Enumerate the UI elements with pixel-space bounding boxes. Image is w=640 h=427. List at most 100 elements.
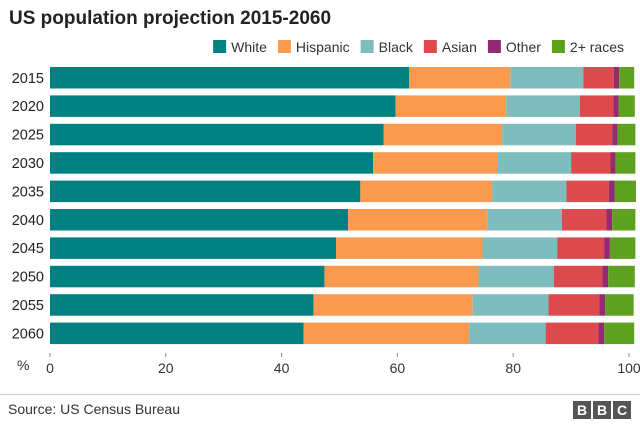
bar-asian-2050 xyxy=(553,265,603,288)
bar-area xyxy=(50,67,636,345)
legend-item-other: Other xyxy=(487,39,541,55)
bar-other-2055 xyxy=(599,294,606,316)
bar-hispanic-2025 xyxy=(383,123,503,146)
bbc-logo-letter-c: C xyxy=(613,401,631,419)
legend-label-asian: Asian xyxy=(442,39,477,55)
bar-other-2035 xyxy=(608,180,615,203)
legend-swatch-other xyxy=(487,40,501,53)
bar-hispanic-2055 xyxy=(313,294,473,316)
x-axis-unit-label: % xyxy=(17,357,29,373)
year-label-2025: 2025 xyxy=(12,128,44,144)
bar-other-2015 xyxy=(613,67,620,89)
legend-label-black: Black xyxy=(379,39,414,55)
bar-white-2055 xyxy=(50,294,314,316)
bar-hispanic-2045 xyxy=(336,237,483,259)
bbc-logo-letter-b1: B xyxy=(573,401,591,419)
bar-2plus-races-2060 xyxy=(604,322,635,345)
bar-black-2060 xyxy=(469,322,546,345)
bar-white-2045 xyxy=(50,237,337,259)
year-label-2015: 2015 xyxy=(12,71,44,87)
year-label-2045: 2045 xyxy=(12,241,44,257)
bar-black-2045 xyxy=(482,237,558,259)
bar-2plus-races-2045 xyxy=(609,237,636,259)
bar-2plus-races-2055 xyxy=(605,294,634,316)
legend-item-asian: Asian xyxy=(423,39,477,55)
bar-asian-2045 xyxy=(557,237,605,259)
legend-item-hispanic: Hispanic xyxy=(277,39,350,55)
year-label-2030: 2030 xyxy=(12,156,44,172)
legend-swatch-black xyxy=(360,40,374,53)
bar-white-2025 xyxy=(50,123,384,146)
bar-white-2020 xyxy=(50,95,396,117)
bar-black-2025 xyxy=(502,123,576,146)
bar-asian-2030 xyxy=(571,152,611,174)
bar-hispanic-2030 xyxy=(373,152,497,174)
legend-item-black: Black xyxy=(360,39,414,55)
bar-other-2040 xyxy=(606,209,613,231)
bar-other-2020 xyxy=(613,95,619,117)
legend-item-2plus-races: 2+ races xyxy=(551,39,624,55)
bar-2plus-races-2035 xyxy=(614,180,636,203)
bbc-logo-letter-b2: B xyxy=(593,401,611,419)
chart-title: US population projection 2015-2060 xyxy=(9,8,331,29)
bar-white-2060 xyxy=(50,322,304,345)
bar-asian-2060 xyxy=(545,322,599,345)
x-tick-label-100: 100 xyxy=(617,360,640,376)
legend-swatch-hispanic xyxy=(277,40,291,53)
bar-2plus-races-2025 xyxy=(617,123,636,146)
bar-asian-2015 xyxy=(583,67,614,89)
bar-2plus-races-2015 xyxy=(619,67,635,89)
bar-other-2045 xyxy=(604,237,610,259)
bar-black-2055 xyxy=(472,294,549,316)
bar-asian-2040 xyxy=(561,209,607,231)
legend-label-hispanic: Hispanic xyxy=(296,39,350,55)
bbc-logo: B B C xyxy=(573,401,631,419)
source-note: Source: US Census Bureau xyxy=(8,401,180,417)
bar-black-2050 xyxy=(478,265,554,288)
bar-white-2040 xyxy=(50,209,349,231)
bar-other-2025 xyxy=(612,123,618,146)
bar-asian-2020 xyxy=(579,95,614,117)
year-label-2020: 2020 xyxy=(12,99,44,115)
x-tick-label-80: 80 xyxy=(505,360,521,376)
legend-swatch-white xyxy=(213,40,227,53)
bar-asian-2035 xyxy=(566,180,609,203)
bar-black-2020 xyxy=(506,95,580,117)
bar-2plus-races-2050 xyxy=(608,265,635,288)
stacked-bar-chart: US population projection 2015-2060 White… xyxy=(9,8,640,376)
year-label-2050: 2050 xyxy=(12,270,44,286)
bar-other-2060 xyxy=(598,322,605,345)
legend-swatch-asian xyxy=(423,40,437,53)
year-label-2035: 2035 xyxy=(12,184,44,200)
bar-hispanic-2040 xyxy=(348,209,488,231)
bar-hispanic-2050 xyxy=(324,265,479,288)
year-label-2060: 2060 xyxy=(12,326,44,342)
bar-2plus-races-2020 xyxy=(618,95,635,117)
year-labels: 2015 2020 2025 2030 2035 2040 2045 2050 2055 2060 xyxy=(12,71,44,343)
year-label-2040: 2040 xyxy=(12,213,44,229)
bar-other-2050 xyxy=(602,265,609,288)
x-tick-label-0: 0 xyxy=(46,360,54,376)
bar-white-2015 xyxy=(50,67,409,89)
legend-label-2plus-races: 2+ races xyxy=(570,39,624,55)
x-tick-label-60: 60 xyxy=(390,360,406,376)
bar-black-2030 xyxy=(496,152,572,174)
x-tick-label-20: 20 xyxy=(158,360,174,376)
bar-asian-2025 xyxy=(575,123,613,146)
bar-white-2030 xyxy=(50,152,374,174)
bar-white-2035 xyxy=(50,180,361,203)
bar-other-2030 xyxy=(610,152,616,174)
footer-divider xyxy=(0,394,640,395)
bar-white-2050 xyxy=(50,265,325,288)
legend-item-white: White xyxy=(213,39,267,55)
chart-legend: White Hispanic Black Asian Other 2+ races xyxy=(213,39,624,55)
x-tick-label-40: 40 xyxy=(274,360,290,376)
bar-hispanic-2060 xyxy=(303,322,470,345)
bar-2plus-races-2040 xyxy=(612,209,636,231)
bar-black-2035 xyxy=(492,180,567,203)
bar-2plus-races-2030 xyxy=(615,152,636,174)
bar-asian-2055 xyxy=(548,294,600,316)
bar-black-2015 xyxy=(510,67,584,89)
bar-hispanic-2035 xyxy=(360,180,493,203)
legend-label-other: Other xyxy=(506,39,541,55)
